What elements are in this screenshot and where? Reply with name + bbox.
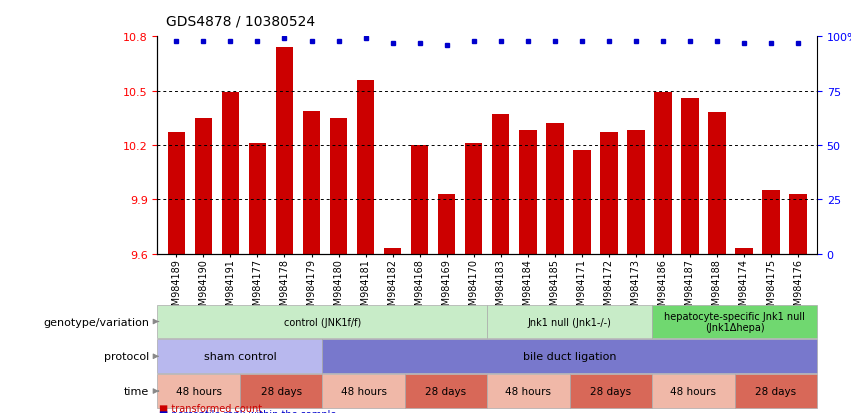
- Bar: [546, 124, 563, 254]
- Text: time: time: [123, 386, 149, 396]
- Text: hepatocyte-specific Jnk1 null
(Jnk1Δhepa): hepatocyte-specific Jnk1 null (Jnk1Δhepa…: [664, 311, 805, 332]
- Text: bile duct ligation: bile duct ligation: [523, 351, 616, 361]
- Bar: [789, 195, 807, 254]
- Text: control (JNK1f/f): control (JNK1f/f): [283, 317, 361, 327]
- Bar: [438, 195, 455, 254]
- Text: GDS4878 / 10380524: GDS4878 / 10380524: [166, 15, 315, 29]
- Text: 48 hours: 48 hours: [505, 386, 551, 396]
- Bar: [681, 99, 699, 254]
- Bar: [465, 144, 483, 254]
- Bar: [329, 119, 347, 254]
- Text: 48 hours: 48 hours: [175, 386, 221, 396]
- Text: ■ percentile rank within the sample: ■ percentile rank within the sample: [159, 409, 336, 413]
- Bar: [357, 81, 374, 254]
- Text: 48 hours: 48 hours: [340, 386, 386, 396]
- Bar: [708, 113, 726, 254]
- Text: ■ transformed count: ■ transformed count: [159, 403, 262, 413]
- Bar: [276, 48, 294, 254]
- Bar: [221, 93, 239, 254]
- Bar: [762, 191, 780, 254]
- Bar: [519, 131, 536, 254]
- Bar: [303, 111, 320, 254]
- Bar: [600, 133, 618, 254]
- Text: genotype/variation: genotype/variation: [43, 317, 149, 327]
- Text: Jnk1 null (Jnk1-/-): Jnk1 null (Jnk1-/-): [528, 317, 612, 327]
- Text: 28 days: 28 days: [426, 386, 466, 396]
- Bar: [492, 115, 510, 254]
- Text: 28 days: 28 days: [591, 386, 631, 396]
- Bar: [168, 133, 186, 254]
- Bar: [735, 249, 753, 254]
- Text: 48 hours: 48 hours: [671, 386, 717, 396]
- Bar: [248, 144, 266, 254]
- Bar: [627, 131, 645, 254]
- Bar: [573, 151, 591, 254]
- Text: sham control: sham control: [203, 351, 277, 361]
- Text: 28 days: 28 days: [260, 386, 301, 396]
- Text: 28 days: 28 days: [755, 386, 797, 396]
- Bar: [195, 119, 212, 254]
- Bar: [411, 146, 428, 254]
- Bar: [384, 249, 402, 254]
- Bar: [654, 93, 671, 254]
- Text: protocol: protocol: [104, 351, 149, 361]
